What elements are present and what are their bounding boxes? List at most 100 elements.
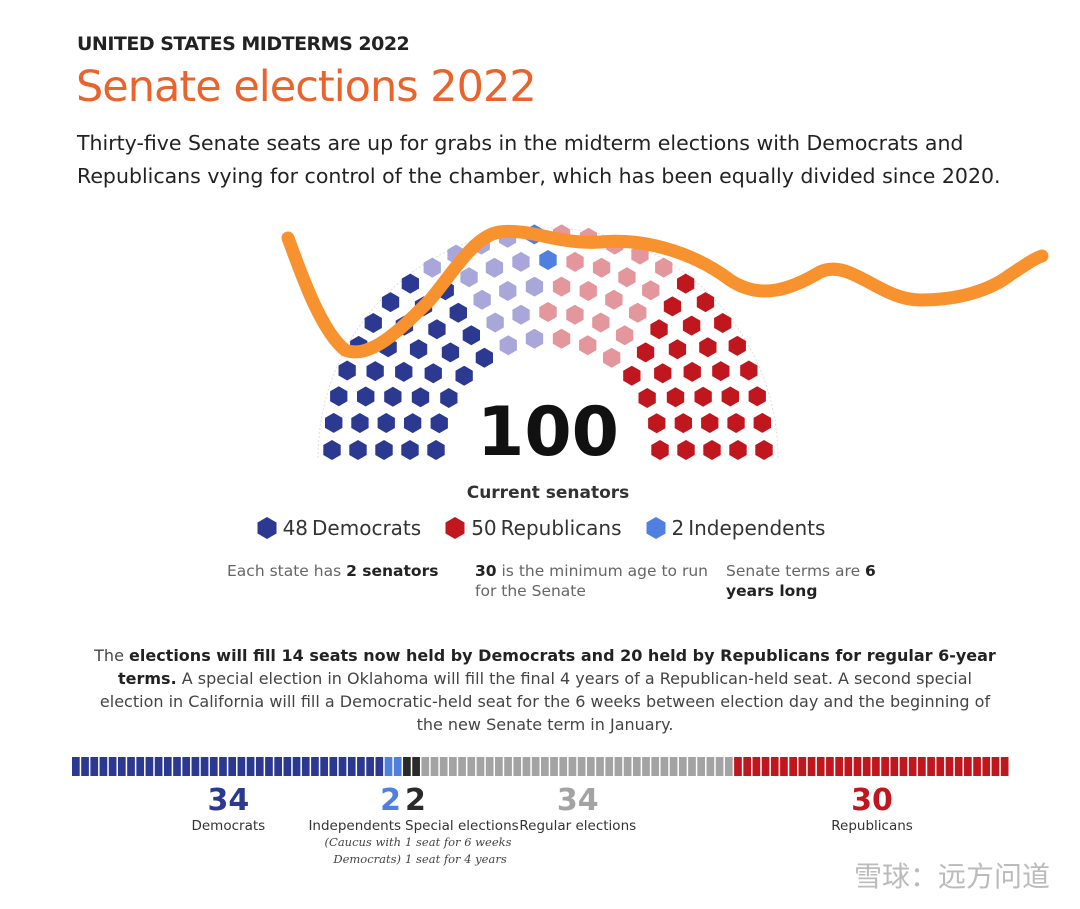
seat xyxy=(512,251,530,272)
legend-item: 2 Independents xyxy=(644,516,825,540)
bar-unit xyxy=(688,757,696,776)
bar-unit xyxy=(209,757,218,776)
bar-unit xyxy=(145,757,154,776)
watermark: 雪球：远方问道 xyxy=(853,860,1050,893)
fact: Senate terms are 6 years long xyxy=(726,561,876,601)
bar-unit xyxy=(421,757,430,776)
bar-unit xyxy=(724,757,733,776)
bar-unit xyxy=(577,757,586,776)
bar-unit xyxy=(311,757,319,776)
seat xyxy=(650,319,668,340)
bar-unit xyxy=(706,757,715,776)
seat xyxy=(618,267,636,288)
bar-unit xyxy=(439,757,448,776)
bar-unit xyxy=(807,757,816,776)
seat xyxy=(539,302,557,322)
seat xyxy=(666,387,685,408)
seat xyxy=(642,280,660,301)
bar-unit xyxy=(522,757,531,776)
text-run: 6 years long xyxy=(726,562,876,600)
bar-unit xyxy=(991,757,1000,776)
legend: 48 Democrats 50 Republicans 2 Independents xyxy=(0,516,1080,540)
seat xyxy=(357,386,375,407)
bar-unit xyxy=(853,757,862,776)
seat xyxy=(638,388,656,408)
bar-unit xyxy=(485,757,494,776)
bar-note: Democrats) xyxy=(332,852,401,866)
seat xyxy=(375,440,393,460)
bar-unit xyxy=(283,757,292,776)
bar-unit xyxy=(228,757,237,776)
seat xyxy=(462,325,480,346)
seat xyxy=(475,347,493,368)
bar-unit xyxy=(476,757,485,776)
seat xyxy=(668,339,687,360)
bar-unit xyxy=(338,757,347,776)
bar-unit xyxy=(292,757,301,776)
bar-unit xyxy=(541,757,549,776)
bar-unit xyxy=(743,757,752,776)
seat xyxy=(377,413,395,433)
bar-unit xyxy=(715,757,724,776)
bar-unit xyxy=(614,757,623,776)
total-label: Current senators xyxy=(467,483,630,503)
seat xyxy=(441,342,460,363)
bar-unit xyxy=(449,757,457,776)
bar-unit xyxy=(237,757,246,776)
bar-unit xyxy=(954,757,963,776)
annotation-scribble xyxy=(281,224,1049,359)
seat xyxy=(525,276,544,297)
legend-name: Republicans xyxy=(500,516,622,540)
bar-unit xyxy=(366,757,374,776)
bar-unit xyxy=(274,757,283,776)
legend-value: 2 xyxy=(671,516,685,540)
seat xyxy=(663,296,682,317)
bar-unit xyxy=(651,757,660,776)
bar-unit xyxy=(357,757,365,776)
bar-unit xyxy=(918,757,926,776)
seat xyxy=(323,440,341,460)
seat xyxy=(395,361,413,382)
bar-unit xyxy=(329,757,338,776)
bar-unit xyxy=(412,757,420,776)
bar-unit xyxy=(568,757,577,776)
seat xyxy=(674,413,692,434)
seat xyxy=(677,440,695,460)
seat xyxy=(404,413,422,434)
bar-unit xyxy=(872,757,880,776)
bar-unit xyxy=(347,757,356,776)
bar-unit xyxy=(430,757,439,776)
intro: Thirty-five Senate seats are up for grab… xyxy=(77,131,1001,188)
seat xyxy=(592,257,611,278)
bar-unit xyxy=(586,757,595,776)
bar-unit xyxy=(844,757,853,776)
bar-unit xyxy=(219,757,227,776)
legend-value: 50 xyxy=(471,516,497,540)
seat xyxy=(755,440,773,460)
seat xyxy=(694,386,712,407)
bar-unit xyxy=(660,757,669,776)
bar-unit xyxy=(780,757,788,776)
seat xyxy=(330,386,348,407)
bar-unit xyxy=(108,757,117,776)
seat xyxy=(325,412,343,433)
seat xyxy=(682,315,701,336)
bar-unit xyxy=(200,757,209,776)
seat xyxy=(455,365,473,386)
total: 100 xyxy=(477,393,619,472)
bar-unit xyxy=(890,757,899,776)
bar-unit xyxy=(697,757,706,776)
bar-unit xyxy=(798,757,807,776)
seat xyxy=(499,281,517,301)
seat xyxy=(655,257,673,278)
bar-unit xyxy=(605,757,614,776)
seat xyxy=(566,251,584,272)
legend-swatch xyxy=(257,517,277,539)
bar-unit xyxy=(375,757,384,776)
bar-note: 1 seat for 6 weeks xyxy=(405,835,512,849)
bar-unit xyxy=(136,757,145,776)
bar-unit xyxy=(632,757,641,776)
text-run: Senate terms are xyxy=(726,562,866,580)
bar-unit xyxy=(504,757,512,776)
seat xyxy=(701,413,719,433)
